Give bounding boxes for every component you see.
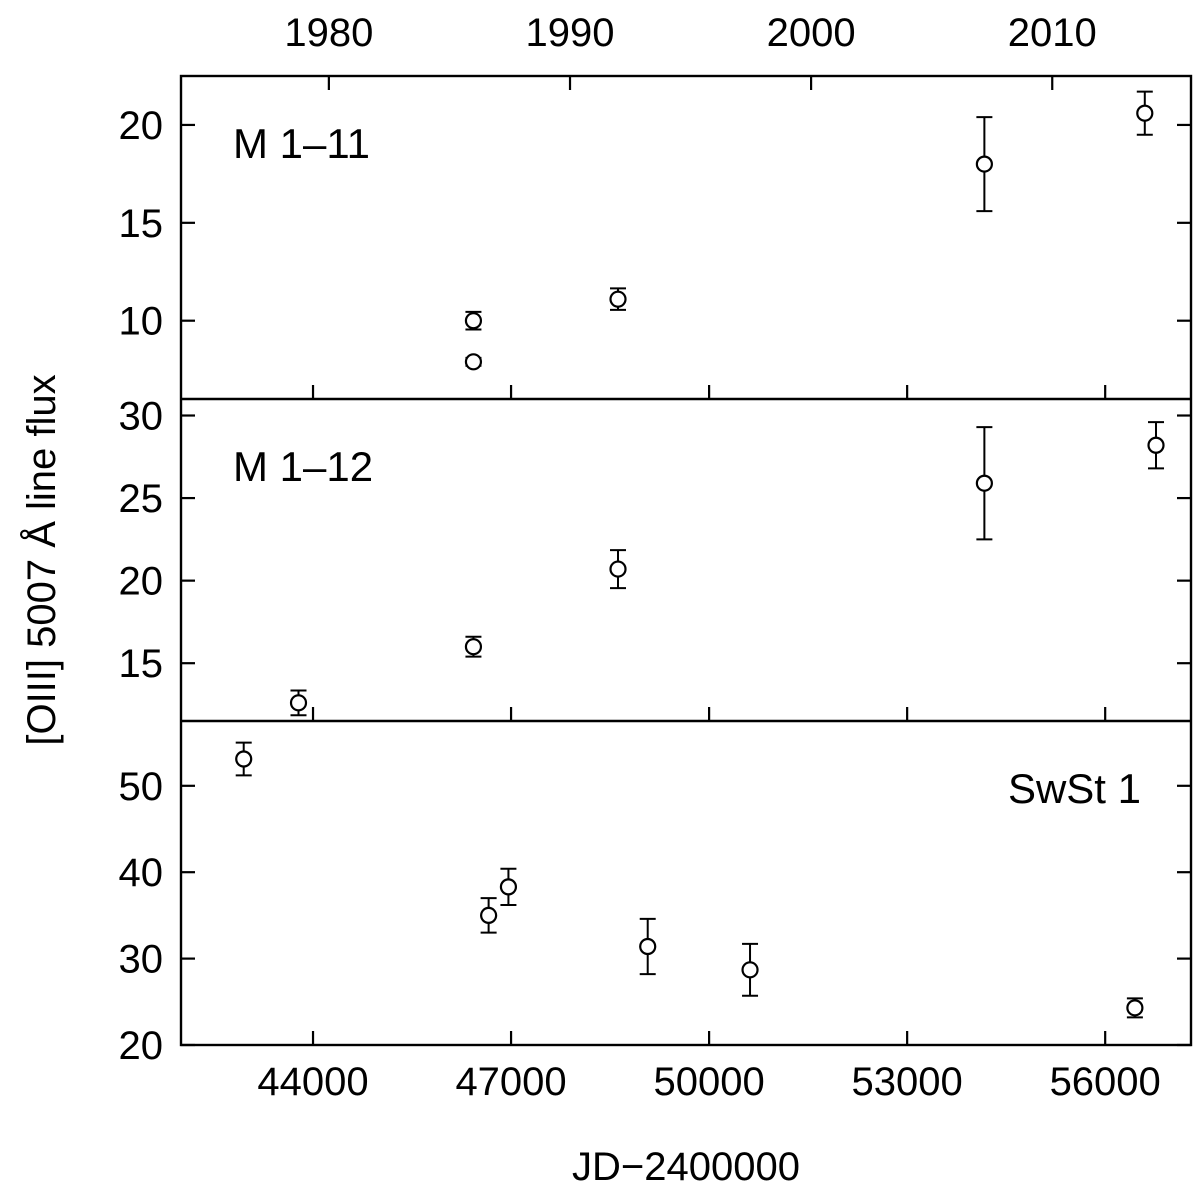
x-axis-bottom: 44000 47000 50000 53000 56000 [257,385,1161,1104]
data-point [464,310,483,331]
y-tick-label: 30 [119,395,164,439]
y-axis-title: [OIII] 5007 Å line flux [19,374,64,745]
y-tick-label: 25 [119,477,164,521]
data-point [480,897,498,934]
panel-label: M 1–12 [233,443,373,490]
data-point [1147,421,1165,470]
x-tick-label: 47000 [455,1060,566,1104]
y-tick-label: 20 [119,560,164,604]
y-tick-label: 15 [119,642,164,686]
data-point [1136,90,1154,136]
point-marker [464,312,483,330]
x-tick-label: 44000 [257,1060,368,1104]
point-marker [499,878,518,896]
plot-frame [179,74,1193,1047]
x-tick-label: 56000 [1050,1060,1161,1104]
point-marker [609,560,627,578]
data-point [609,287,627,311]
data-point [975,116,993,213]
y-tick-label: 40 [119,851,164,895]
y-tick-label: 20 [119,1024,164,1068]
y-tick-label: 10 [119,300,164,344]
x-axis-title: JD−2400000 [572,1145,800,1189]
data-point [289,689,308,717]
panel-label: SwSt 1 [1008,765,1141,812]
y-tick-label: 20 [119,104,164,148]
x-tick-label: 53000 [852,1060,963,1104]
point-marker [464,353,483,371]
point-marker [639,937,657,956]
data-point [464,353,483,371]
data-point [464,635,483,658]
data-point [639,917,657,976]
top-tick-label: 2000 [767,11,856,55]
point-marker [1136,104,1154,122]
plot-border [179,74,1193,1047]
data-point [975,426,993,541]
top-tick-label: 1990 [526,11,615,55]
x-tick-label: 50000 [653,1060,764,1104]
point-marker [1126,999,1144,1017]
point-marker [464,638,483,656]
data-point [499,867,518,907]
data-point [1126,997,1144,1019]
top-tick-label: 2010 [1008,11,1097,55]
y-tick-label: 50 [119,765,164,809]
point-marker [1147,436,1165,454]
point-marker [975,474,993,492]
panels: 10 15 20 M 1–11 15 20 25 30 M 1–12 20 30 40 50 SwSt 1 [119,90,1191,1068]
data-point [235,741,253,777]
data-point [741,942,759,997]
panel-1: 15 20 25 30 M 1–12 [119,395,1191,717]
point-marker [235,750,253,768]
x-axis-top: 1980 1990 2000 2010 [284,11,1097,90]
y-tick-label: 15 [119,202,164,246]
y-tick-label: 30 [119,938,164,982]
top-tick-label: 1980 [284,11,373,55]
panel-label: M 1–11 [233,120,370,167]
point-marker [609,290,627,308]
point-marker [289,694,308,712]
point-marker [741,961,759,979]
point-marker [480,906,498,925]
panel-2: 20 30 40 50 SwSt 1 [119,741,1191,1068]
data-point [609,549,627,590]
panel-0: 10 15 20 M 1–11 [119,90,1191,371]
point-marker [975,155,993,173]
